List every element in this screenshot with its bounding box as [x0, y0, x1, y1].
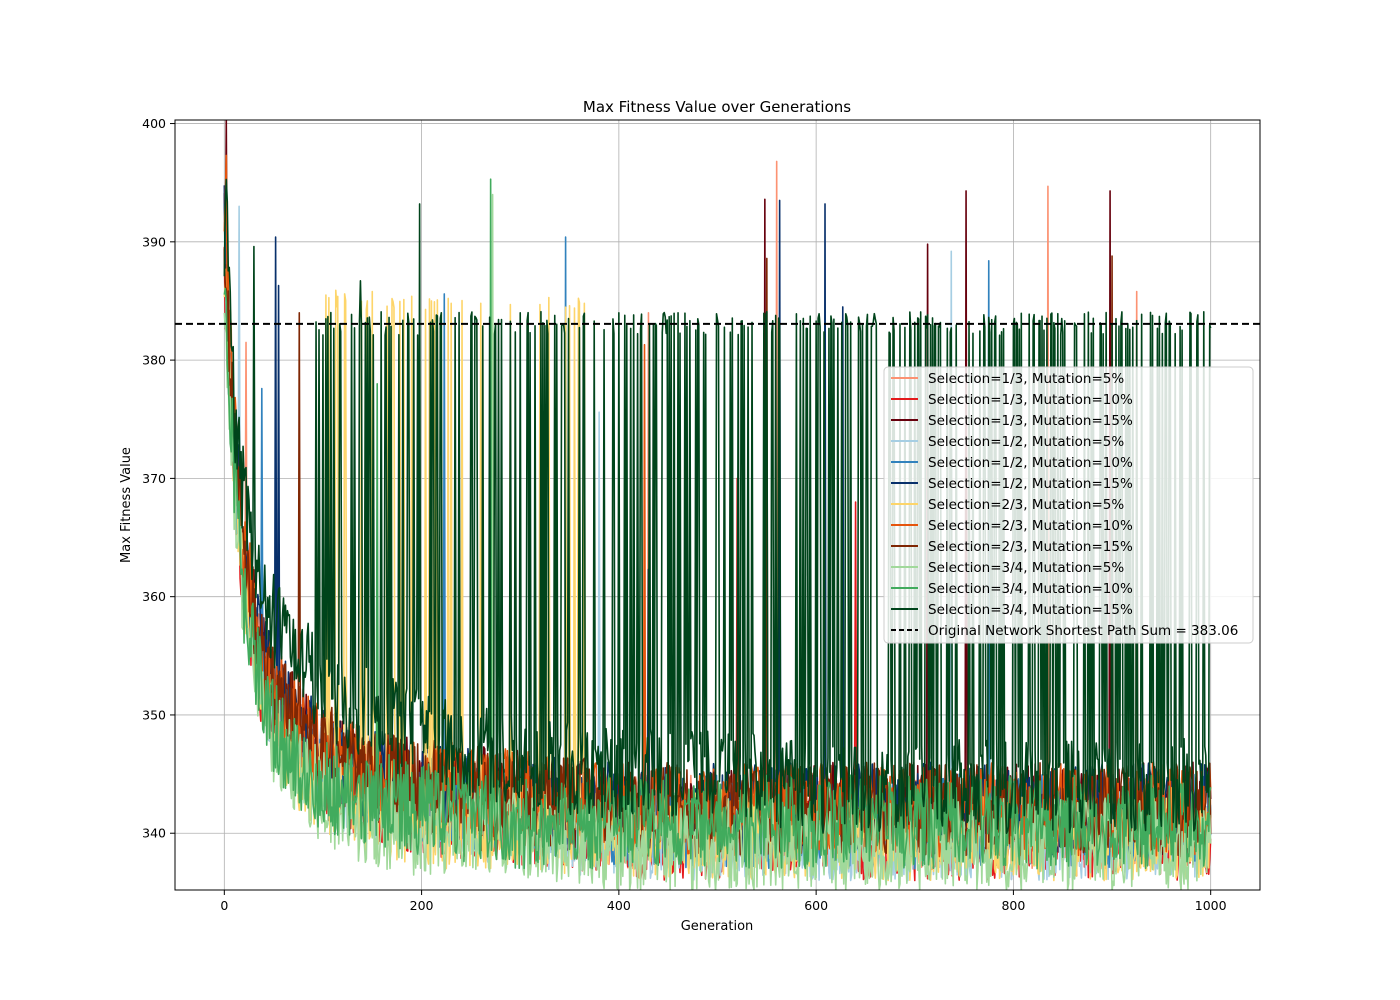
y-axis: 340 350 360 370 380 390 400	[142, 116, 175, 841]
legend-label: Selection=3/4, Mutation=15%	[928, 602, 1133, 618]
legend-label: Selection=1/3, Mutation=5%	[928, 371, 1124, 387]
chart-title: Max Fitness Value over Generations	[583, 98, 851, 116]
legend-label: Selection=2/3, Mutation=15%	[928, 539, 1133, 555]
y-tick-label: 350	[142, 707, 166, 722]
legend-label: Selection=3/4, Mutation=10%	[928, 581, 1133, 597]
x-tick-label: 800	[1001, 898, 1025, 913]
legend-label: Selection=3/4, Mutation=5%	[928, 560, 1124, 576]
series-line	[223, 178, 1212, 870]
legend-label: Selection=2/3, Mutation=10%	[928, 518, 1133, 534]
legend-label: Selection=1/3, Mutation=15%	[928, 413, 1133, 429]
legend-label: Selection=1/2, Mutation=15%	[928, 476, 1133, 492]
y-tick-label: 370	[142, 471, 166, 486]
legend-label: Selection=1/3, Mutation=10%	[928, 392, 1133, 408]
x-tick-label: 1000	[1195, 898, 1227, 913]
y-tick-label: 400	[142, 116, 166, 131]
legend-label: Original Network Shortest Path Sum = 383…	[928, 623, 1238, 639]
x-tick-label: 200	[410, 898, 434, 913]
legend-label: Selection=2/3, Mutation=5%	[928, 497, 1124, 513]
y-axis-label: Max Fitness Value	[119, 447, 134, 563]
x-tick-label: 400	[607, 898, 631, 913]
legend-label: Selection=1/2, Mutation=5%	[928, 434, 1124, 450]
x-axis-label: Generation	[681, 919, 754, 934]
y-tick-label: 380	[142, 353, 166, 368]
legend-box	[883, 366, 1254, 644]
y-tick-label: 360	[142, 589, 166, 604]
series-group	[223, 120, 1212, 890]
legend-label: Selection=1/2, Mutation=10%	[928, 455, 1133, 471]
x-axis: 0 200 400 600 800 1000	[220, 890, 1227, 913]
y-tick-label: 340	[142, 826, 166, 841]
x-tick-label: 600	[804, 898, 828, 913]
plot-frame	[174, 119, 1261, 891]
y-tick-label: 390	[142, 234, 166, 249]
x-tick-label: 0	[220, 898, 228, 913]
legend: Selection=1/3, Mutation=5% Selection=1/3,…	[883, 366, 1254, 644]
